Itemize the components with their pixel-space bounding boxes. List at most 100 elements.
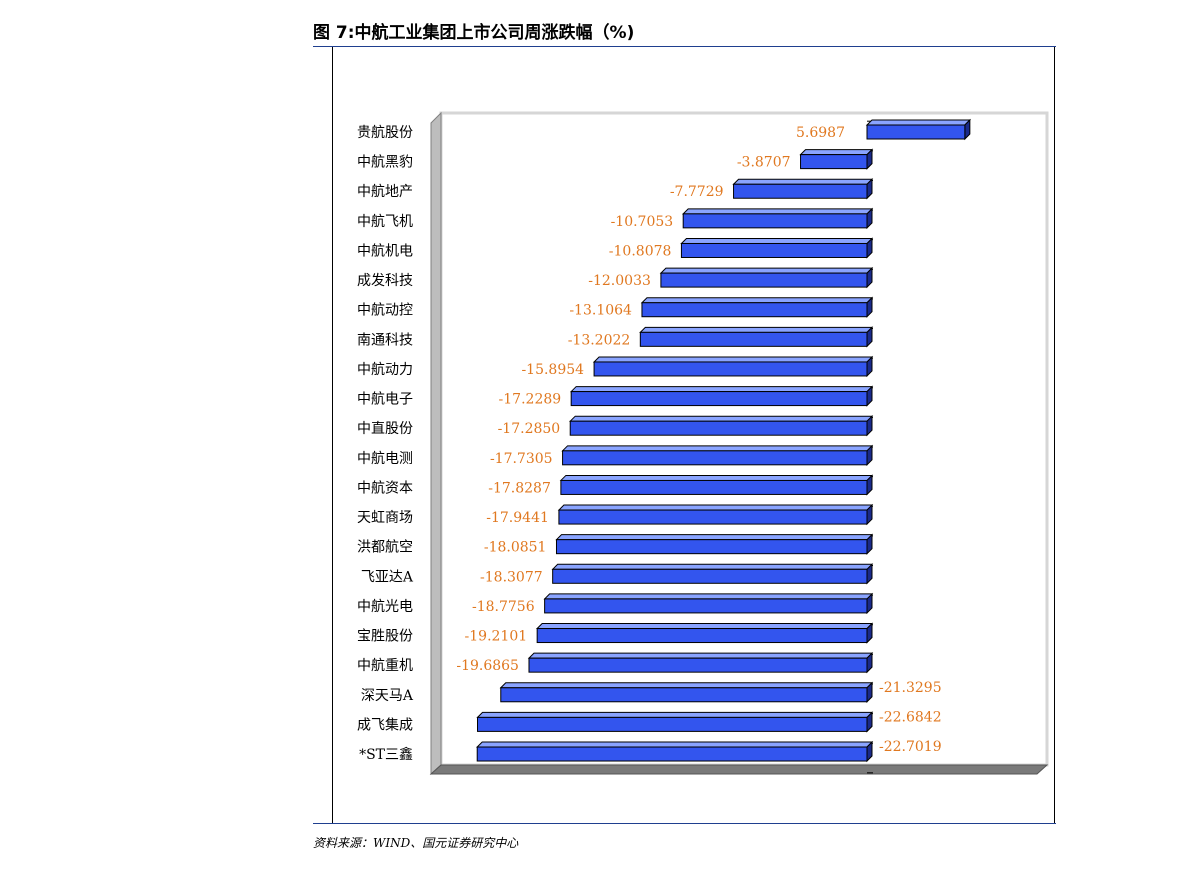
bar-front-face	[555, 539, 868, 555]
bar	[799, 148, 874, 170]
bar-front-face	[641, 302, 868, 318]
bar-top-face	[561, 445, 874, 452]
bar-front-face	[476, 746, 868, 762]
bar-front-face	[593, 361, 868, 377]
category-labels: 贵航股份中航黑豹中航地产中航飞机中航机电成发科技中航动控南通科技中航动力中航电子…	[357, 125, 414, 763]
bar-top-face	[592, 356, 874, 363]
bar	[543, 592, 874, 615]
value-label: 5.6987	[796, 125, 845, 141]
value-label: -17.9441	[486, 510, 549, 526]
bar	[476, 740, 874, 763]
bar-front-face	[562, 450, 868, 466]
frame-right-border	[1054, 47, 1055, 823]
value-label: -17.8287	[488, 480, 551, 496]
bar	[569, 414, 874, 437]
value-labels: 5.6987 -3.8707 -7.7729 -10.7053 -10.8078 -12.…	[456, 125, 941, 755]
category-label: 中航电子	[357, 392, 413, 408]
frame-left-border	[332, 47, 333, 823]
bar	[557, 503, 874, 526]
value-label: -22.6842	[879, 709, 942, 725]
category-label: 飞亚达A	[361, 569, 414, 585]
bar	[499, 681, 874, 703]
bar-front-face	[544, 598, 868, 614]
bar-top-face	[569, 415, 874, 422]
value-label: -15.8954	[521, 362, 584, 378]
value-label: -22.7019	[879, 739, 942, 755]
bar-front-face	[560, 479, 868, 495]
category-label: 贵航股份	[357, 125, 413, 141]
category-label: 中航资本	[357, 480, 413, 496]
category-label: 成飞集成	[357, 716, 413, 733]
source-note: 资料来源：WIND、国元证券研究中心	[313, 836, 519, 850]
bar-front-face	[536, 628, 868, 644]
value-label: -3.8707	[737, 155, 791, 171]
bar	[639, 326, 874, 348]
value-label: -12.0033	[588, 273, 651, 289]
value-label: -13.1064	[569, 303, 632, 319]
bar-front-face	[639, 331, 868, 347]
title-rule	[313, 46, 1056, 47]
bar	[681, 207, 874, 230]
category-label: 成发科技	[357, 273, 413, 289]
category-label: *ST三鑫	[359, 746, 413, 763]
bar-front-face	[558, 509, 868, 525]
category-label: 中航飞机	[357, 214, 413, 230]
bar-top-face	[555, 534, 874, 541]
bar	[561, 444, 874, 467]
bar-top-face	[527, 652, 874, 659]
category-label: 宝胜股份	[357, 629, 413, 645]
bar-front-face	[528, 657, 868, 673]
value-label: -18.0851	[484, 540, 547, 556]
bar	[865, 118, 972, 141]
value-label: -17.2289	[499, 392, 562, 408]
bar-top-face	[659, 267, 874, 274]
bar-front-face	[477, 716, 868, 732]
category-label: 南通科技	[357, 332, 413, 348]
category-label: 中航动控	[357, 303, 413, 319]
value-label: -7.7729	[670, 184, 724, 200]
category-label: 中航机电	[357, 243, 413, 259]
category-label: 洪都航空	[357, 540, 413, 556]
bar	[555, 533, 874, 555]
bar-top-face	[476, 741, 874, 748]
value-label: -19.6865	[456, 658, 519, 674]
bar-top-face	[639, 326, 874, 333]
bar-top-face	[569, 386, 874, 393]
bar-front-face	[866, 124, 966, 140]
bar	[551, 563, 874, 585]
value-label: -13.2022	[568, 332, 631, 348]
bar-top-face	[865, 119, 972, 126]
bar-top-face	[680, 237, 874, 244]
bar	[680, 237, 874, 259]
bar	[535, 622, 874, 644]
bar-front-face	[733, 183, 868, 199]
bar-front-face	[800, 154, 868, 170]
category-label: 中航地产	[357, 184, 413, 200]
category-label: 中航电测	[357, 451, 413, 467]
bar-front-face	[569, 420, 868, 436]
category-label: 中航黑豹	[357, 155, 413, 171]
bar	[592, 355, 874, 378]
bar	[476, 711, 874, 733]
category-label: 中直股份	[357, 420, 413, 437]
plot-floor	[429, 764, 1049, 775]
bar	[659, 266, 874, 289]
bottom-rule	[313, 823, 1056, 824]
bars-group	[476, 118, 972, 763]
bar-top-face	[732, 178, 874, 185]
bar-top-face	[640, 297, 874, 304]
value-label: -10.8078	[609, 243, 672, 259]
value-label: -10.7053	[611, 214, 674, 230]
category-label: 中航光电	[357, 599, 413, 615]
value-label: -18.3077	[480, 569, 543, 585]
figure-title: 图 7:中航工业集团上市公司周涨跌幅（%)	[313, 23, 635, 43]
value-label: -19.2101	[465, 629, 528, 645]
bar-front-face	[552, 568, 868, 584]
bar-front-face	[682, 213, 868, 229]
category-label: 中航动力	[357, 362, 413, 378]
bar-top-face	[551, 563, 874, 570]
bar-top-face	[543, 593, 874, 600]
bar-front-face	[660, 272, 868, 288]
bar	[640, 296, 874, 318]
